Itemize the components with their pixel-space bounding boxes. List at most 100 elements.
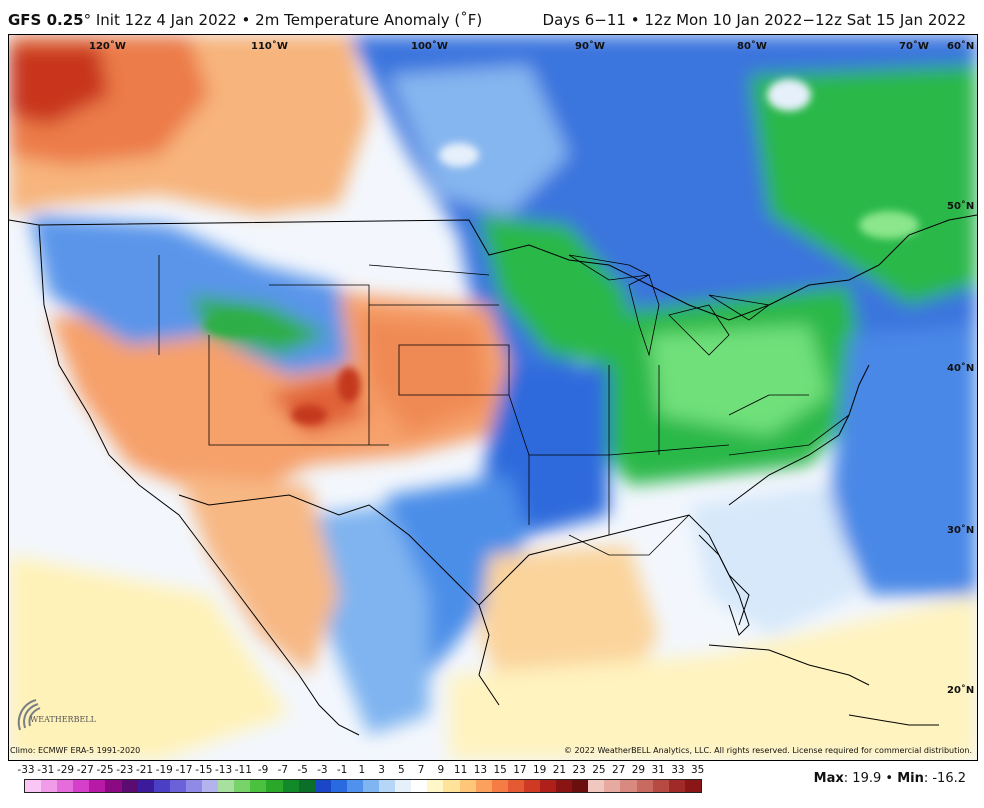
legend-label: 1 [358,764,366,776]
legend-swatch [57,780,74,792]
legend-label: 27 [611,764,626,776]
init-time: Init 12z 4 Jan 2022 [95,11,237,29]
legend-label: 23 [572,764,586,776]
legend-swatch [137,780,154,792]
legend-label: -19 [155,764,173,776]
legend-label: -23 [116,764,134,776]
legend-label: 7 [417,764,425,776]
lon-label-70w: 70˚W [899,40,929,52]
legend-swatch [218,780,235,792]
lon-label-110w: 110˚W [251,40,288,52]
legend-swatch [491,780,508,792]
legend-swatch [153,780,170,792]
lon-label-120w: 120˚W [89,40,126,52]
title-separator: • [241,11,251,29]
legend-swatch [346,780,363,792]
legend-label: 29 [631,764,646,776]
legend-label: -33 [17,764,35,776]
legend-swatch [202,780,219,792]
legend-labels: -33 -31 -29 -27 -25 -23 -21 -19 -17 -15 -13 -11 -9 -7… [16,764,706,778]
legend-swatch [523,780,540,792]
legend-label: 31 [651,764,665,776]
legend-label: 15 [493,764,507,776]
legend-label: -17 [175,764,193,776]
legend-label: 21 [552,764,567,776]
legend-label: 17 [513,764,527,776]
legend-swatch [427,780,444,792]
days-range: Days 6−11 [542,11,626,29]
model-name: GFS 0.25 [8,11,84,29]
legend-swatch [105,780,122,792]
legend-swatch [572,780,589,792]
legend-swatch [588,780,605,792]
product-name: 2m Temperature Anomaly (˚F) [255,11,483,29]
legend-label: -27 [76,764,94,776]
lat-label-40n: 40˚N [947,362,974,374]
valid-period: Days 6−11 • 12z Mon 10 Jan 2022−12z Sat … [543,11,966,29]
legend-swatch [41,780,58,792]
legend-label: -29 [56,764,75,776]
lon-label-90w: 90˚W [575,40,605,52]
weatherbell-logo: WEATHERBELL [17,699,97,731]
legend-swatch [668,780,685,792]
legend-label: -7 [277,764,289,776]
lon-label-100w: 100˚W [411,40,448,52]
lat-label-20n: 20˚N [947,684,974,696]
legend-swatch [169,780,186,792]
legend-swatch [507,780,524,792]
legend-swatch [684,780,701,792]
legend-swatch [282,780,299,792]
legend-swatch [314,780,331,792]
degree-mark: ° [83,11,92,29]
legend-label: -15 [195,764,213,776]
legend-swatch [620,780,637,792]
map-title: GFS 0.25° Init 12z 4 Jan 2022 • 2m Tempe… [8,11,482,29]
legend-swatch [73,780,90,792]
legend-label: 35 [691,764,705,776]
anomaly-map: 120˚W 110˚W 100˚W 90˚W 80˚W 70˚W 60˚N 50… [8,34,978,761]
lat-label-30n: 30˚N [947,524,974,536]
max-min-separator: • [881,771,898,786]
min-label: Min [897,771,924,786]
legend-swatch [540,780,557,792]
legend-label: -31 [37,764,55,776]
legend-swatch [250,780,267,792]
legend-label: 25 [592,764,606,776]
legend-label: -25 [96,764,114,776]
legend-label: -1 [336,764,348,776]
legend-swatch [298,780,315,792]
lon-label-80w: 80˚W [737,40,767,52]
legend-label: -3 [317,764,328,776]
legend-swatch [459,780,476,792]
legend-label: -5 [297,764,308,776]
legend-label: -11 [234,764,252,776]
legend-swatch [266,780,283,792]
logo-text: WEATHERBELL [30,715,97,724]
legend-swatch [185,780,203,792]
valid-range: 12z Mon 10 Jan 2022−12z Sat 15 Jan 2022 [644,11,966,29]
legend-label: 11 [453,764,468,776]
legend-swatch [121,780,138,792]
legend-label: 19 [532,764,547,776]
legend-label: -21 [135,764,154,776]
legend-label: 33 [671,764,685,776]
legend-swatch [89,780,106,792]
legend-swatch [25,780,42,792]
legend-label: 13 [473,764,488,776]
map-canvas: 120˚W 110˚W 100˚W 90˚W 80˚W 70˚W 60˚N 50… [9,35,977,760]
max-label: Max [813,771,844,786]
legend-label: 9 [437,764,445,776]
lat-label-50n: 50˚N [947,200,974,212]
legend-colorbar [24,779,702,793]
climo-note: Climo: ECMWF ERA-5 1991-2020 [10,746,141,755]
legend-label: 3 [378,764,385,776]
legend-label: -13 [214,764,233,776]
legend-swatch [443,780,460,792]
max-min-readout: Max: 19.9 • Min: -16.2 [814,771,966,786]
legend-swatch [234,780,251,792]
max-value: : 19.9 [843,771,882,786]
legend-swatch [330,780,347,792]
legend-swatch [556,780,573,792]
valid-separator: • [630,11,640,29]
legend-swatch [362,780,380,792]
